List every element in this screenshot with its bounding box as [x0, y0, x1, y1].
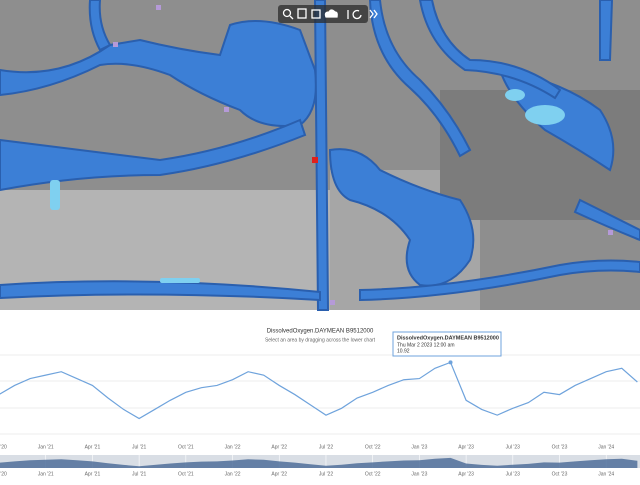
map-marker[interactable] [312, 157, 318, 163]
map-toolbar [278, 5, 378, 23]
navigator-tick-label: Jul '23 [506, 471, 521, 477]
x-tick-label: Jan '22 [225, 444, 241, 450]
navigator-tick-label: Jan '21 [38, 471, 54, 477]
navigator-tick-label: Oct '20 [0, 471, 7, 477]
navigator-tick-label: Oct '21 [178, 471, 194, 477]
navigator-tick-label: Jan '24 [598, 471, 614, 477]
navigator-tick-label: Apr '21 [85, 471, 101, 477]
navigator-tick-label: Jul '22 [319, 471, 334, 477]
series-line [0, 361, 638, 420]
x-tick-label: Oct '21 [178, 444, 194, 450]
x-tick-label: Jul '21 [132, 444, 147, 450]
chart-title: DissolvedOxygen.DAYMEAN B9512000 [267, 329, 374, 335]
x-tick-label: Oct '20 [0, 444, 7, 450]
tooltip-date: Thu Mar 2 2023 12:00 am [397, 342, 455, 348]
navigator-tick-label: Oct '23 [552, 471, 568, 477]
more-button[interactable] [369, 9, 378, 19]
x-tick-label: Apr '22 [271, 444, 287, 450]
map-stations [113, 5, 613, 305]
tooltip-title: DissolvedOxygen.DAYMEAN B9512000 [397, 335, 499, 341]
map-shallow-water [50, 89, 565, 283]
navigator-tick-label: Jan '22 [225, 471, 241, 477]
waterways [0, 0, 640, 311]
toolbar-bg [278, 5, 368, 23]
refresh-button[interactable] [352, 9, 362, 20]
tooltip-box [392, 331, 502, 357]
x-tick-label: Jan '24 [598, 444, 614, 450]
x-tick-label: Oct '23 [552, 444, 568, 450]
x-tick-label: Jul '22 [319, 444, 334, 450]
tooltip-value: 10.92 [397, 348, 410, 354]
navigator-tick-label: Jul '21 [132, 471, 147, 477]
navigator-area [0, 457, 638, 468]
share-button[interactable] [311, 9, 321, 19]
tooltip: DissolvedOxygen.DAYMEAN B9512000 Thu Mar… [392, 331, 502, 357]
x-tick-label: Jul '23 [506, 444, 521, 450]
x-tick-label: Jan '23 [411, 444, 427, 450]
save-button[interactable] [297, 8, 307, 19]
navigator-tick-label: Oct '22 [365, 471, 381, 477]
navigator-tick-label: Apr '23 [458, 471, 474, 477]
grid [0, 354, 640, 435]
map[interactable] [0, 0, 640, 311]
navigator-tick-label: Apr '22 [271, 471, 287, 477]
hover-point [448, 360, 453, 365]
x-tick-label: Apr '21 [85, 444, 101, 450]
chart-subtitle: Select an area by dragging across the lo… [265, 337, 376, 343]
x-tick-label: Apr '23 [458, 444, 474, 450]
cloud-button[interactable] [324, 9, 338, 18]
navigator-tick-label: Jan '23 [411, 471, 427, 477]
zoom-button[interactable] [282, 8, 294, 20]
x-tick-label: Oct '22 [365, 444, 381, 450]
x-tick-label: Jan '21 [38, 444, 54, 450]
